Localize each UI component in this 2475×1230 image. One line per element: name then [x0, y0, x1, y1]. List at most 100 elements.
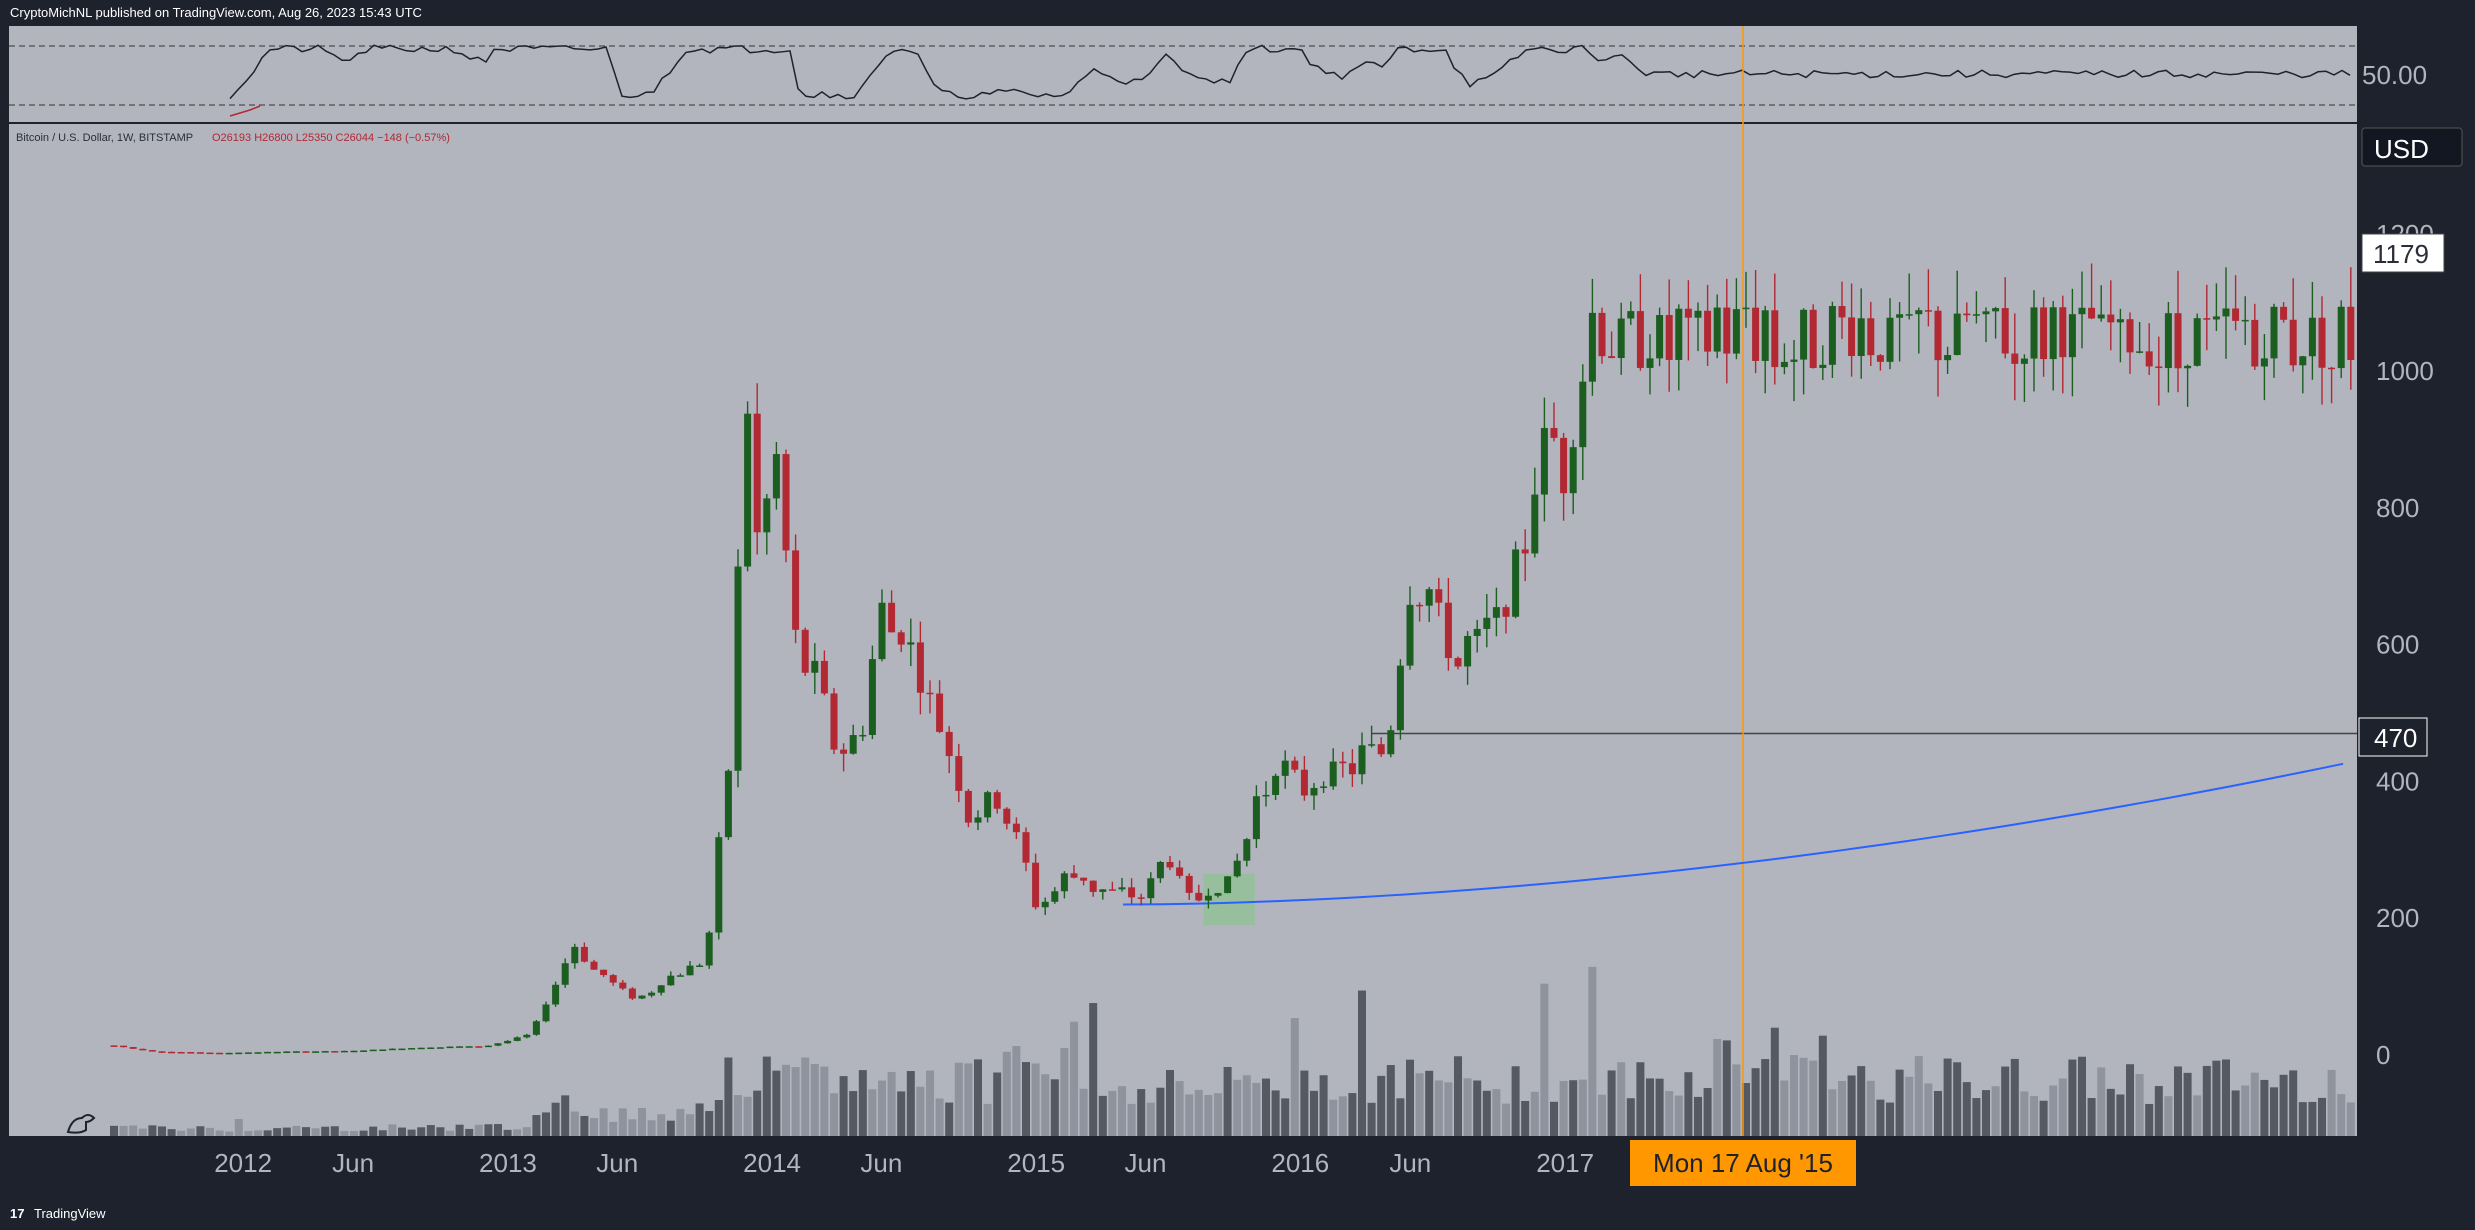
- y-tick-label: 600: [2376, 630, 2419, 660]
- candle-body: [2049, 307, 2057, 360]
- rsi-ma-line: [229, 105, 261, 117]
- candle-body: [427, 1047, 435, 1050]
- volume-bar: [254, 1130, 262, 1136]
- candle-body: [676, 975, 684, 977]
- candle: [273, 1051, 281, 1054]
- candle: [1166, 855, 1174, 871]
- candle-body: [494, 1043, 502, 1046]
- candle: [1272, 773, 1280, 801]
- candle-body: [1588, 312, 1596, 382]
- time-axis[interactable]: [0, 1136, 2475, 1198]
- candle-body: [542, 1004, 550, 1022]
- candle: [360, 1050, 368, 1052]
- y-tick-label: 800: [2376, 493, 2419, 523]
- volume-bar: [983, 1103, 992, 1136]
- brand-bar: 17 TradingView: [0, 1198, 2475, 1230]
- volume-bar: [1185, 1094, 1194, 1136]
- candle-body: [1512, 549, 1520, 617]
- volume-bar: [1895, 1069, 1904, 1136]
- candle-body: [350, 1050, 358, 1053]
- candle: [657, 985, 665, 996]
- candle-body: [2174, 313, 2182, 369]
- candle: [1310, 782, 1318, 810]
- volume-bar: [926, 1070, 934, 1136]
- volume-bar: [407, 1129, 416, 1136]
- candle: [686, 961, 694, 976]
- candle-body: [1742, 307, 1750, 310]
- candle: [792, 534, 800, 644]
- volume-bar: [2087, 1097, 2096, 1136]
- volume-bar: [1252, 1082, 1261, 1136]
- ohlc-legend: O26193 H26800 L25350 C26044 −148 (−0.57%…: [212, 132, 450, 144]
- candle: [1512, 541, 1520, 619]
- candle-body: [408, 1048, 416, 1050]
- candle-body: [561, 963, 569, 985]
- candle-body: [628, 988, 636, 999]
- volume-bar: [1780, 1080, 1789, 1136]
- candle: [552, 981, 560, 1007]
- volume-bar: [1242, 1075, 1251, 1136]
- candle-body: [2145, 351, 2153, 367]
- candle: [638, 995, 646, 1000]
- candle: [676, 973, 684, 977]
- volume-bar: [1655, 1078, 1664, 1136]
- candle: [2097, 285, 2105, 322]
- candle-body: [2068, 314, 2076, 358]
- candle-body: [187, 1052, 195, 1054]
- dinosaur-icon[interactable]: [66, 1114, 96, 1134]
- candle: [648, 991, 656, 998]
- candle-body: [1867, 318, 1875, 356]
- candle: [840, 743, 848, 772]
- candle: [1550, 402, 1558, 442]
- volume-bar: [330, 1126, 339, 1136]
- candle-body: [1780, 361, 1788, 368]
- volume-bar: [580, 1115, 589, 1136]
- candle: [417, 1047, 425, 1050]
- volume-bar: [1060, 1047, 1069, 1136]
- candle: [216, 1052, 224, 1055]
- candle: [436, 1047, 444, 1049]
- volume-bar: [1281, 1098, 1290, 1136]
- candle: [571, 943, 579, 969]
- candle: [916, 621, 924, 715]
- candles: [110, 263, 2355, 1055]
- candle-body: [1003, 808, 1011, 824]
- volume-bar: [1934, 1090, 1942, 1136]
- volume-bar: [686, 1114, 694, 1136]
- candle-body: [1521, 549, 1529, 554]
- candle-body: [974, 817, 982, 823]
- candle-body: [2270, 306, 2278, 359]
- candle-body: [360, 1050, 368, 1052]
- volume-bar: [474, 1124, 483, 1136]
- candle-body: [801, 629, 809, 673]
- candle: [801, 627, 809, 676]
- candle: [1886, 298, 1894, 370]
- candle: [1214, 892, 1222, 898]
- candle-body: [1262, 794, 1270, 797]
- level-price-label: 470: [2374, 723, 2417, 753]
- tradingview-logo-icon[interactable]: 17: [10, 1206, 25, 1221]
- candle-body: [1473, 628, 1481, 636]
- candle-body: [830, 693, 838, 750]
- currency-badge[interactable]: [2361, 127, 2463, 167]
- volume-bar: [1703, 1088, 1712, 1136]
- candle: [1377, 737, 1385, 757]
- volume-bar: [138, 1128, 147, 1136]
- candle-body: [1876, 355, 1884, 362]
- volume-bar: [369, 1126, 378, 1136]
- volume-bar: [897, 1091, 906, 1136]
- volume-bar: [2126, 1064, 2134, 1136]
- candle: [1905, 273, 1913, 320]
- candle: [1003, 807, 1011, 830]
- candle: [1320, 781, 1328, 793]
- volume-bar: [119, 1125, 128, 1136]
- candle-body: [1176, 867, 1184, 876]
- candle: [196, 1052, 204, 1054]
- candle: [1675, 304, 1683, 391]
- price-axis[interactable]: [2357, 26, 2475, 1198]
- candle: [1531, 467, 1539, 558]
- volume-bar: [2068, 1059, 2077, 1136]
- candle-body: [2318, 317, 2326, 368]
- volume-bar: [1079, 1088, 1088, 1136]
